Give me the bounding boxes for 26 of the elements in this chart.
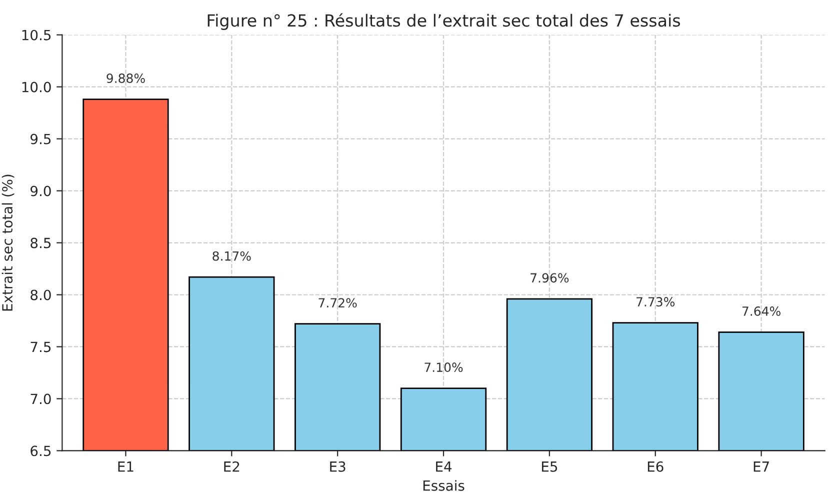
y-tick-label: 8.0 <box>30 290 51 300</box>
y-tick-label: 7.5 <box>30 342 51 352</box>
y-tick-label: 9.5 <box>30 134 51 144</box>
y-tick-label: 9.0 <box>30 186 51 196</box>
x-tick-label: E2 <box>224 461 240 472</box>
x-tick-label: E3 <box>330 461 346 472</box>
data-label: 9.88% <box>106 74 145 84</box>
x-tick-label: E1 <box>118 462 134 472</box>
y-tick-label: 10.5 <box>22 30 51 40</box>
data-label: 7.96% <box>530 273 569 283</box>
x-tick-label: E7 <box>754 462 769 472</box>
data-label: 8.17% <box>212 251 251 261</box>
x-tick-label: E5 <box>542 462 558 472</box>
data-label: 7.72% <box>318 298 357 308</box>
data-label: 7.64% <box>742 306 780 316</box>
x-tick-label: E6 <box>648 461 664 472</box>
y-tick-label: 6.5 <box>30 446 51 456</box>
x-tick-label: E4 <box>436 462 452 472</box>
data-label: 7.10% <box>424 362 463 372</box>
y-tick-label: 7.0 <box>30 394 51 404</box>
data-label: 7.73% <box>636 297 675 307</box>
chart-title: Figure n° 25 : Résultats de l’extrait sec total des 7 essais <box>208 13 680 30</box>
x-axis-title: Essais <box>423 480 464 491</box>
y-axis-title: Extrait sec total (%) <box>2 174 14 311</box>
y-tick-label: 10.0 <box>22 82 51 92</box>
y-tick-label: 8.5 <box>30 238 51 248</box>
